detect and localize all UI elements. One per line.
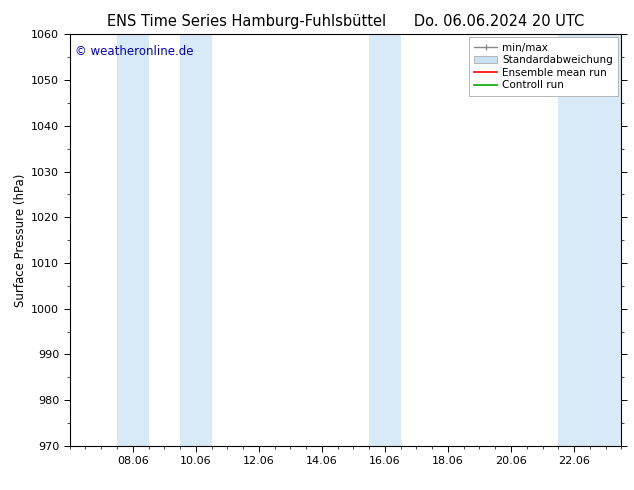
Bar (369, 34, 401, 446)
Bar (180, 34, 212, 446)
Bar (117, 34, 148, 446)
Legend: min/max, Standardabweichung, Ensemble mean run, Controll run: min/max, Standardabweichung, Ensemble me… (469, 37, 618, 96)
Title: ENS Time Series Hamburg-Fuhlsbüttel      Do. 06.06.2024 20 UTC: ENS Time Series Hamburg-Fuhlsbüttel Do. … (107, 14, 584, 29)
Bar (559, 34, 621, 446)
Text: © weatheronline.de: © weatheronline.de (75, 45, 194, 58)
Y-axis label: Surface Pressure (hPa): Surface Pressure (hPa) (14, 173, 27, 307)
